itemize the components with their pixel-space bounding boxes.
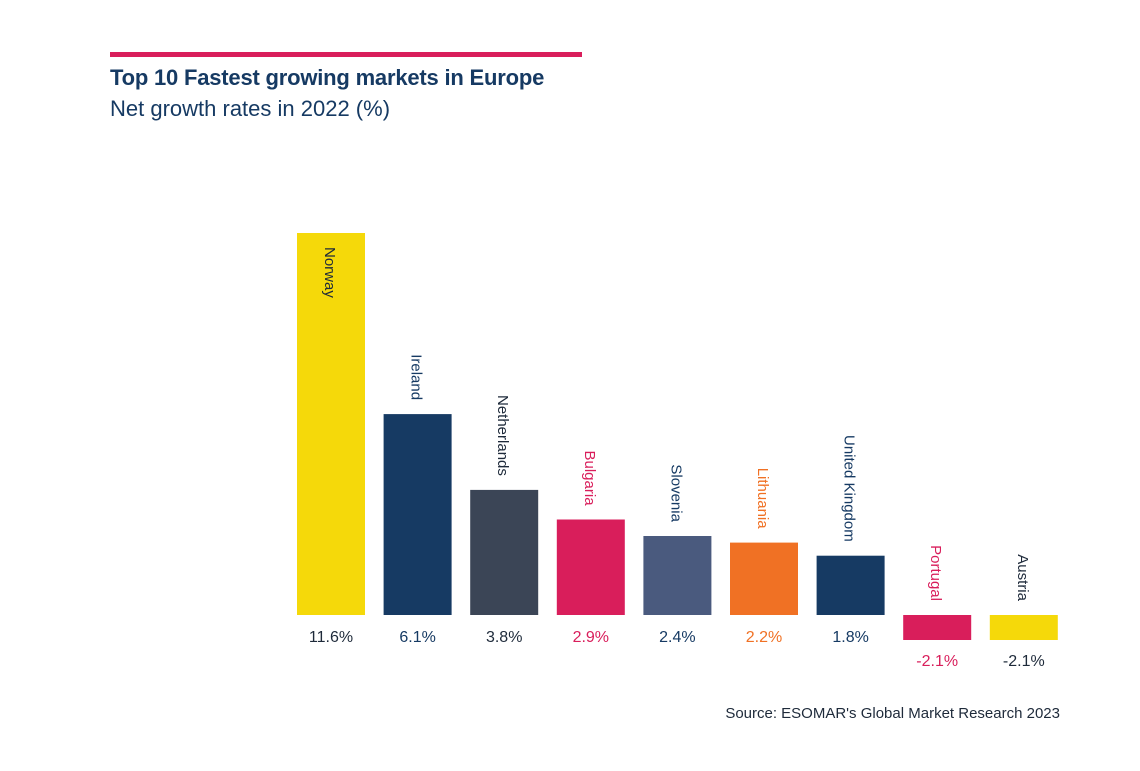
value-label: -2.1% <box>916 653 958 670</box>
value-label: -2.1% <box>1003 653 1045 670</box>
category-label: Slovenia <box>667 464 684 522</box>
bar-bulgaria <box>556 519 625 615</box>
category-label: Austria <box>1014 554 1031 601</box>
bar-austria <box>989 615 1058 640</box>
category-label: United Kingdom <box>841 435 858 542</box>
source-note: Source: ESOMAR's Global Market Research … <box>725 705 1060 722</box>
accent-rule <box>110 52 582 57</box>
category-label: Netherlands <box>494 395 511 476</box>
value-label: 6.1% <box>399 629 435 646</box>
category-label: Ireland <box>408 354 425 400</box>
value-label: 2.9% <box>573 629 609 646</box>
bar-portugal <box>903 615 972 640</box>
bar-slovenia <box>643 536 712 615</box>
category-label: Norway <box>321 247 338 298</box>
value-label: 3.8% <box>486 629 522 646</box>
chart-title: Top 10 Fastest growing markets in Europe <box>110 65 545 90</box>
bar-netherlands <box>470 489 539 615</box>
value-label: 2.4% <box>659 629 695 646</box>
category-label: Bulgaria <box>581 451 598 507</box>
bar-united-kingdom <box>816 555 885 615</box>
value-label: 1.8% <box>832 629 868 646</box>
bar-ireland <box>383 414 452 615</box>
value-label: 11.6% <box>309 629 353 646</box>
bar-norway <box>297 233 365 615</box>
chart-subtitle: Net growth rates in 2022 (%) <box>110 96 391 121</box>
value-label: 2.2% <box>746 629 782 646</box>
category-label: Portugal <box>927 545 944 601</box>
category-label: Lithuania <box>754 468 771 530</box>
bar-lithuania <box>730 542 798 615</box>
